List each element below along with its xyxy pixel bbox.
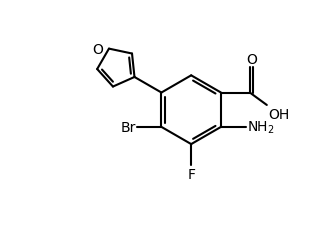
Text: O: O bbox=[92, 43, 103, 56]
Text: O: O bbox=[246, 53, 257, 67]
Text: Br: Br bbox=[120, 120, 136, 134]
Text: NH$_2$: NH$_2$ bbox=[247, 119, 275, 135]
Text: OH: OH bbox=[268, 107, 290, 121]
Text: F: F bbox=[187, 167, 195, 181]
